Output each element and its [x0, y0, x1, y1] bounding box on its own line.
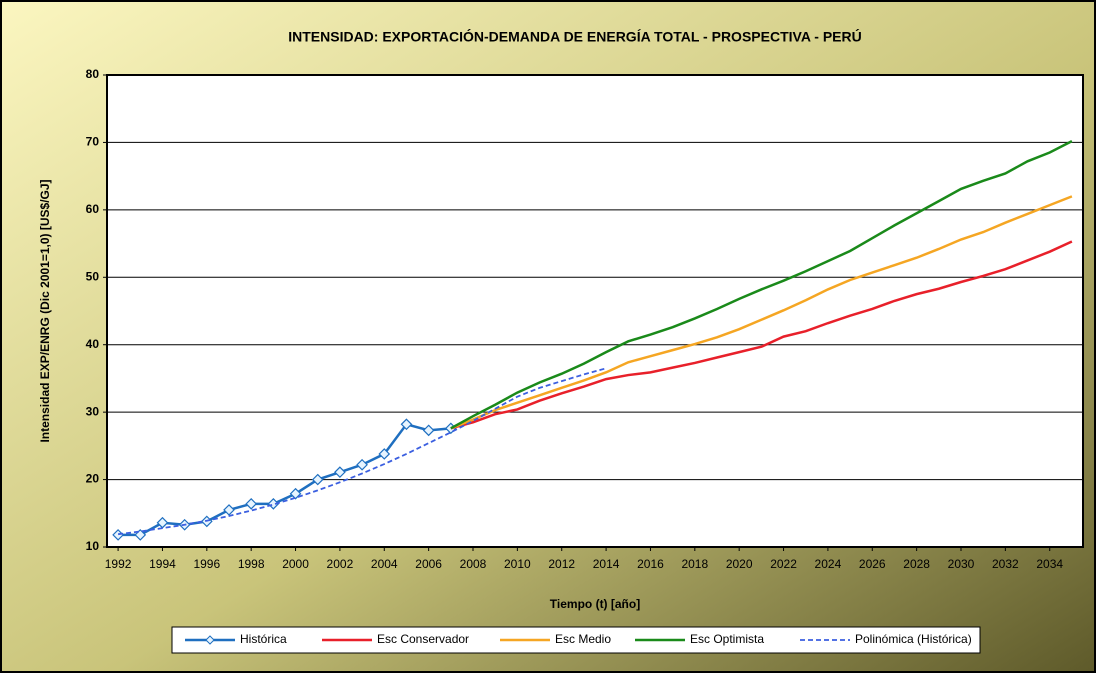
x-tick-label: 2012: [548, 557, 575, 571]
x-tick-label: 2026: [859, 557, 886, 571]
y-tick-label: 10: [86, 539, 100, 553]
x-tick-label: 2000: [282, 557, 309, 571]
x-tick-label: 2016: [637, 557, 664, 571]
series-line: [450, 240, 1073, 430]
series-line: [117, 367, 607, 536]
x-tick-label: 2024: [815, 557, 842, 571]
data-point: [245, 497, 258, 510]
legend-marker: [205, 635, 215, 645]
x-tick-label: 1992: [105, 557, 132, 571]
data-point: [267, 497, 280, 510]
x-tick-label: 2010: [504, 557, 531, 571]
data-point: [334, 466, 346, 479]
data-point: [311, 473, 324, 486]
x-tick-label: 2022: [770, 557, 797, 571]
x-tick-label: 2020: [726, 557, 753, 571]
plot-area: [106, 74, 1084, 548]
legend-label: Histórica: [240, 632, 287, 646]
legend: [171, 626, 981, 654]
y-tick-label: 50: [86, 269, 100, 283]
x-tick-label: 2030: [948, 557, 975, 571]
data-point: [356, 458, 368, 471]
x-axis-title: Tiempo (t) [año]: [550, 597, 640, 611]
data-point: [378, 448, 391, 460]
y-tick-label: 80: [86, 67, 100, 81]
x-tick-label: 2034: [1036, 557, 1063, 571]
legend-label: Esc Conservador: [377, 632, 469, 646]
x-tick-label: 2028: [903, 557, 930, 571]
x-tick-label: 2002: [327, 557, 354, 571]
x-tick-label: 2004: [371, 557, 398, 571]
x-tick-label: 2032: [992, 557, 1019, 571]
y-axis-title: Intensidad EXP/ENRG (Dic 2001=1,0) [US$/…: [38, 179, 52, 442]
series-line: [118, 422, 451, 537]
legend-label: Esc Optimista: [690, 632, 764, 646]
x-tick-label: 2006: [415, 557, 442, 571]
data-point: [223, 504, 235, 516]
x-tick-label: 2008: [460, 557, 487, 571]
y-tick-label: 30: [86, 404, 100, 418]
data-point: [422, 424, 435, 437]
x-tick-label: 2018: [681, 557, 708, 571]
y-tick-label: 60: [86, 202, 100, 216]
series-line: [450, 195, 1073, 430]
y-tick-label: 70: [86, 135, 100, 149]
x-tick-label: 1996: [193, 557, 220, 571]
data-point: [400, 418, 413, 431]
legend-label: Polinómica (Histórica): [855, 632, 972, 646]
y-tick-label: 40: [86, 337, 100, 351]
y-tick-label: 20: [86, 472, 100, 486]
series-line: [450, 139, 1073, 430]
x-tick-label: 2014: [593, 557, 620, 571]
x-tick-label: 1998: [238, 557, 265, 571]
chart-title: INTENSIDAD: EXPORTACIÓN-DEMANDA DE ENERG…: [288, 28, 862, 45]
legend-label: Esc Medio: [555, 632, 611, 646]
x-tick-label: 1994: [149, 557, 176, 571]
